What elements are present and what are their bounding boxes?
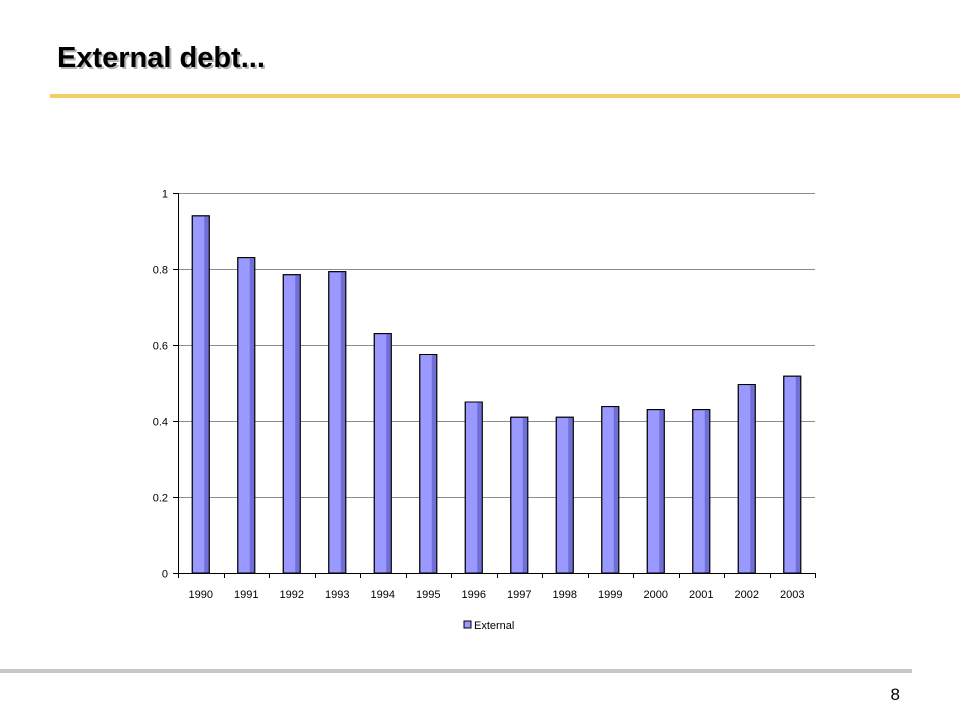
- y-tick-label: 0.6: [153, 341, 168, 353]
- bar-shade: [386, 334, 391, 573]
- bars: [191, 215, 802, 574]
- footer-rule: [0, 669, 912, 673]
- bar: [282, 274, 301, 574]
- x-tick-label: 1993: [325, 589, 349, 601]
- page-number: 8: [890, 685, 900, 704]
- bar-shade: [340, 272, 346, 573]
- bar-shade: [704, 410, 710, 573]
- bar-shade: [568, 417, 573, 573]
- legend-swatch: [463, 620, 472, 629]
- bar: [191, 215, 210, 574]
- bar: [692, 409, 711, 574]
- x-tick-label: 1991: [234, 589, 258, 601]
- bar: [373, 333, 392, 574]
- bar: [510, 416, 529, 574]
- x-tick-label: 1996: [462, 589, 486, 601]
- y-tick-label: 0.4: [153, 417, 168, 429]
- x-tick-label: 2002: [735, 589, 759, 601]
- bar: [419, 354, 438, 574]
- bar-shade: [613, 407, 619, 573]
- bar: [783, 375, 802, 574]
- slide-title: External debt...: [57, 42, 265, 74]
- x-tick-label: 1994: [371, 589, 395, 601]
- x-tick-label: 1992: [280, 589, 304, 601]
- gridlines: [178, 193, 815, 498]
- bar-shade: [431, 355, 437, 573]
- bar-shade: [204, 216, 209, 574]
- bar: [464, 401, 483, 574]
- axes: [173, 193, 816, 578]
- legend-label: External: [474, 620, 514, 632]
- x-tick-label: 2001: [689, 589, 713, 601]
- bar-shade: [477, 402, 482, 573]
- x-tick-label: 2003: [780, 589, 804, 601]
- y-tick-label: 0.2: [153, 493, 168, 505]
- bar-shade: [750, 385, 755, 573]
- x-tick-label: 1999: [598, 589, 622, 601]
- bar-shade: [659, 410, 664, 573]
- bar: [601, 406, 620, 574]
- bar: [646, 409, 665, 574]
- y-tick-label: 0.8: [153, 265, 168, 277]
- x-tick-label: 1998: [553, 589, 577, 601]
- x-tick-label: 2000: [644, 589, 668, 601]
- x-tick-label: 1995: [416, 589, 440, 601]
- x-tick-label: 1990: [189, 589, 213, 601]
- title-underline: [50, 94, 960, 98]
- bar: [328, 271, 347, 574]
- bar: [555, 416, 574, 574]
- bar: [237, 257, 256, 574]
- bar-shade: [522, 417, 528, 573]
- bar-shade: [249, 258, 255, 573]
- bar-shade: [295, 275, 300, 573]
- tick-labels: 0 0.2 0.4 0.6 0.8 1 1990 1991 1992 1993 1994 1995 19…: [153, 189, 805, 602]
- legend: External: [463, 620, 514, 632]
- x-tick-label: 1997: [507, 589, 531, 601]
- bar: [737, 384, 756, 574]
- y-tick-label: 0: [162, 569, 168, 581]
- y-tick-label: 1: [162, 189, 168, 201]
- bar-shade: [795, 376, 801, 573]
